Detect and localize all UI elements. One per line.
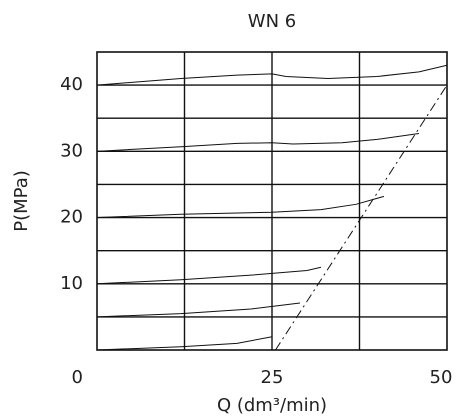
y-tick-label: 20 bbox=[60, 207, 83, 228]
chart-title: WN 6 bbox=[248, 11, 296, 32]
limit-line bbox=[275, 84, 448, 351]
x-tick-label: 25 bbox=[261, 367, 284, 388]
y-tick-label: 30 bbox=[60, 140, 83, 161]
curve bbox=[96, 132, 420, 152]
y-axis-label: P(MPa) bbox=[11, 170, 32, 232]
curve bbox=[96, 266, 322, 285]
x-tick-label: 50 bbox=[430, 367, 453, 388]
plot-frame bbox=[96, 51, 448, 351]
x-axis-label: Q (dm³/min) bbox=[217, 395, 327, 416]
x-tick-label: 0 bbox=[72, 367, 83, 388]
curve bbox=[96, 336, 273, 351]
curve bbox=[96, 195, 385, 219]
curve bbox=[96, 64, 448, 86]
y-tick-label: 40 bbox=[60, 74, 83, 95]
y-tick-label: 10 bbox=[60, 273, 83, 294]
curve bbox=[96, 302, 301, 318]
